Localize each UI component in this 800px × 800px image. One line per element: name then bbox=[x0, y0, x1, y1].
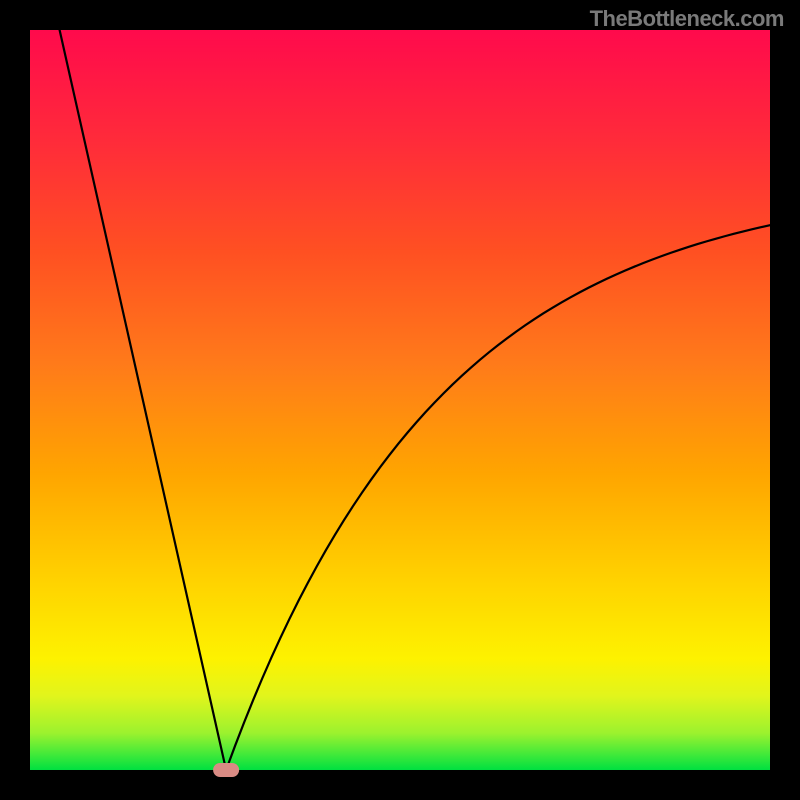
bottleneck-chart: TheBottleneck.com bbox=[0, 0, 800, 800]
optimal-point-marker bbox=[213, 763, 239, 777]
chart-svg bbox=[0, 0, 800, 800]
plot-background bbox=[30, 30, 770, 770]
